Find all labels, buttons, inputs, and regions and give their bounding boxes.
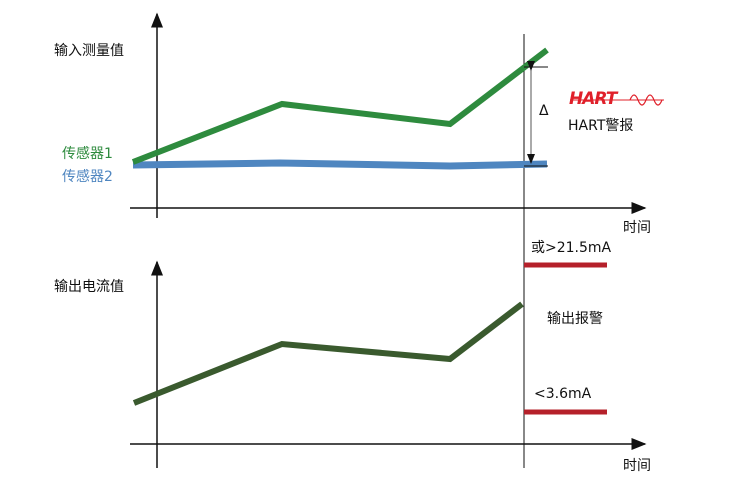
top-x-label: 时间 [623, 220, 651, 236]
sensor1-line [131, 47, 549, 165]
hart-alarm-label: HART警报 [568, 118, 634, 134]
output-line [132, 301, 524, 406]
sensor2-label: 传感器2 [62, 169, 113, 185]
sensor1-label: 传感器1 [62, 146, 113, 162]
bottom-y-label: 输出电流值 [54, 279, 124, 295]
bottom-x-label: 时间 [623, 458, 651, 474]
hart-logo: HART [569, 89, 617, 109]
top-y-label: 输入测量值 [54, 43, 124, 59]
output-alarm-label: 输出报警 [547, 311, 603, 327]
high-alarm-label: 或>21.5mA [531, 240, 612, 256]
sensor2-line [132, 159, 548, 170]
delta-label: Δ [539, 103, 549, 119]
low-alarm-label: <3.6mA [534, 386, 592, 402]
